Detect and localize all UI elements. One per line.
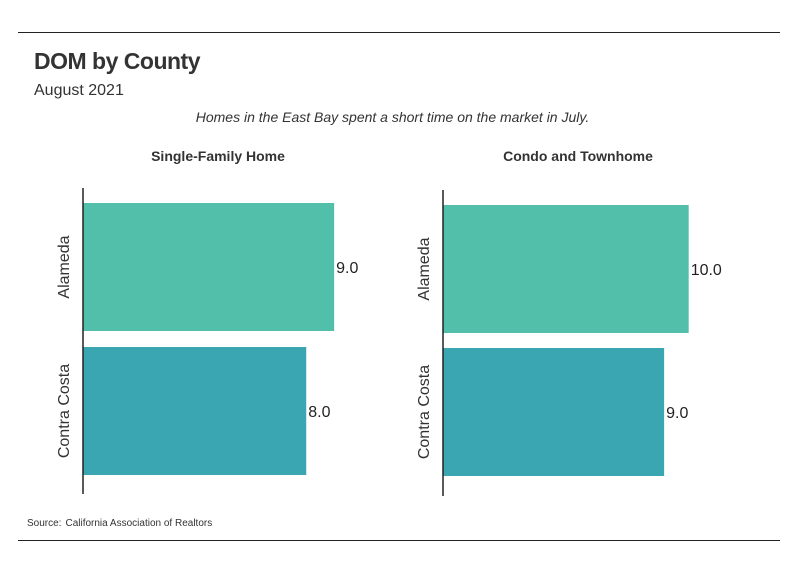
category-label-contra-costa: Contra Costa <box>416 365 433 459</box>
bar-contra-costa <box>443 348 665 476</box>
panel-title: Condo and Townhome <box>503 148 653 164</box>
panel-single-family: Single-Family Home 9.0 Alameda 8.0 Contra Co… <box>56 148 358 494</box>
value-label-alameda: 10.0 <box>691 262 722 279</box>
bar-contra-costa <box>83 347 307 475</box>
category-label-alameda: Alameda <box>56 235 73 298</box>
source-text: California Association of Realtors <box>65 518 213 529</box>
chart-subtitle: August 2021 <box>34 82 124 99</box>
bar-alameda <box>443 205 689 333</box>
chart-caption: Homes in the East Bay spent a short time… <box>195 109 590 125</box>
category-label-contra-costa: Contra Costa <box>56 364 73 458</box>
value-label-alameda: 9.0 <box>336 260 358 277</box>
panel-condo-townhome: Condo and Townhome 10.0 Alameda 9.0 Contra C… <box>416 148 722 496</box>
chart-title: DOM by County <box>34 48 201 74</box>
top-rule <box>18 32 780 33</box>
value-label-contra-costa: 8.0 <box>308 404 330 421</box>
value-label-contra-costa: 9.0 <box>666 405 688 422</box>
panel-title: Single-Family Home <box>151 148 285 164</box>
bottom-rule <box>18 540 780 541</box>
source-note: Source: California Association of Realtor… <box>27 518 212 529</box>
category-label-alameda: Alameda <box>416 237 433 300</box>
source-label: Source: <box>27 518 62 529</box>
bar-alameda <box>83 203 335 331</box>
